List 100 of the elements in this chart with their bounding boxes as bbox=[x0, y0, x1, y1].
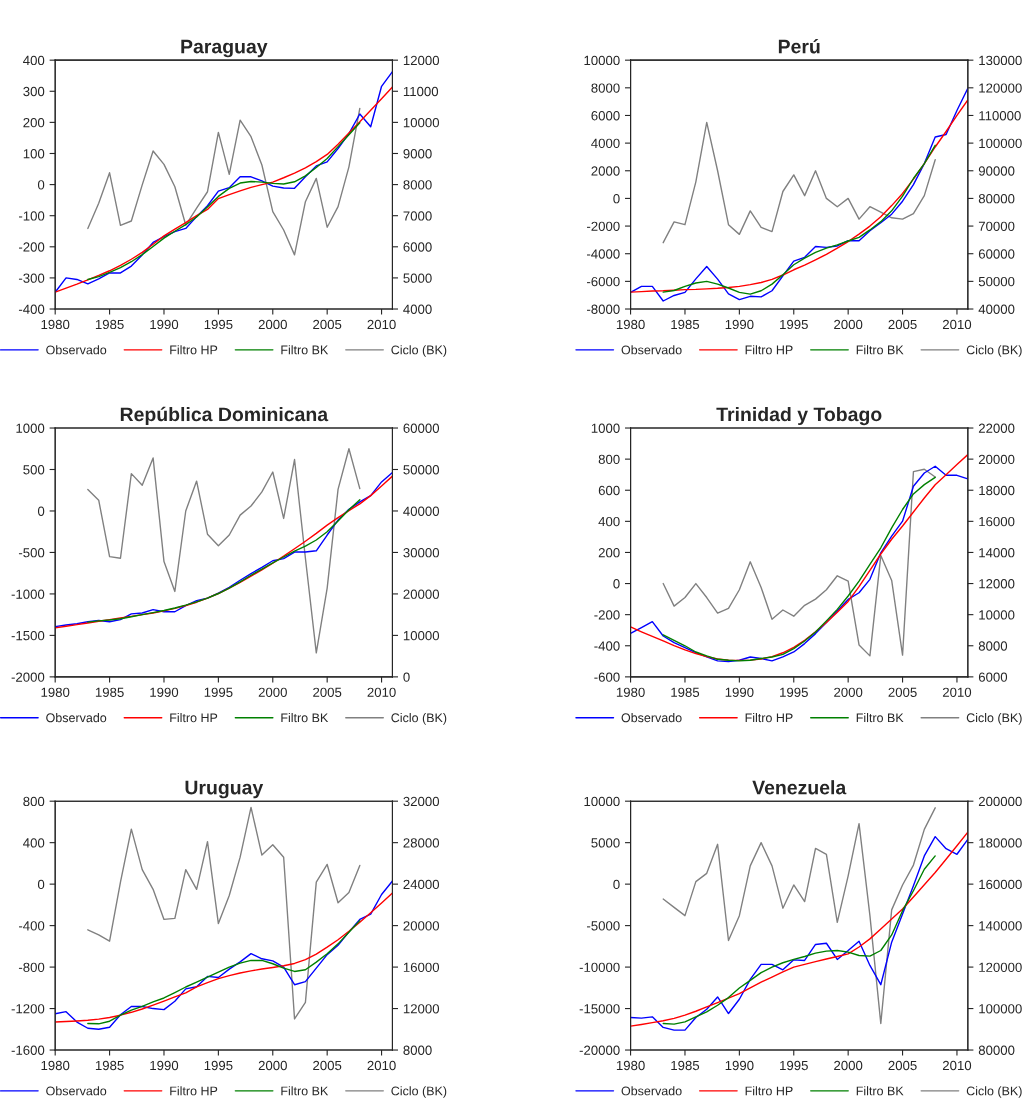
x-tick-label: 1985 bbox=[95, 319, 124, 330]
y-tick-label: 2000 bbox=[591, 166, 620, 176]
y-tick-label: 200 bbox=[23, 117, 45, 128]
legend-label: Ciclo (BK) bbox=[966, 345, 1022, 357]
x-tick-label: 2005 bbox=[888, 687, 917, 697]
x-tick-label: 1985 bbox=[671, 687, 700, 697]
y2-tick-label: 6000 bbox=[978, 672, 1008, 682]
x-tick-label: 2000 bbox=[258, 319, 287, 330]
y2-tick-label: 110000 bbox=[979, 111, 1021, 121]
x-tick-label: 2005 bbox=[888, 319, 917, 330]
chart-title: Uruguay bbox=[185, 780, 264, 799]
line-series bbox=[87, 121, 361, 281]
y-tick-label: 800 bbox=[598, 454, 620, 465]
legend-label: Filtro BK bbox=[856, 345, 904, 355]
x-tick-label: 1995 bbox=[780, 687, 808, 697]
x-tick-label: 1980 bbox=[41, 1060, 70, 1071]
x-tick-label: 1985 bbox=[95, 1060, 124, 1071]
y2-tick-label: 30000 bbox=[403, 548, 440, 558]
y-tick-label: -1000 bbox=[11, 589, 45, 599]
y-tick-label: 0 bbox=[613, 579, 620, 589]
legend-label: Observado bbox=[621, 713, 682, 723]
y-tick-label: -15000 bbox=[579, 1004, 620, 1014]
y-tick-label: 1000 bbox=[16, 423, 45, 433]
y-tick-label: 10000 bbox=[584, 55, 620, 66]
y-tick-label: 400 bbox=[23, 55, 45, 66]
y2-tick-label: 90000 bbox=[978, 166, 1015, 176]
y-tick-label: -20000 bbox=[579, 1045, 620, 1055]
legend-label: Observado bbox=[621, 1086, 682, 1096]
legend-label: Filtro HP bbox=[745, 1086, 793, 1096]
x-tick-label: 2000 bbox=[834, 687, 863, 697]
line-series bbox=[87, 919, 361, 1025]
y-tick-label: 300 bbox=[23, 86, 45, 97]
y-tick-label: -400 bbox=[594, 641, 620, 651]
y-tick-label: -200 bbox=[594, 610, 620, 620]
legend-label: Filtro BK bbox=[281, 345, 329, 355]
y2-tick-label: 12000 bbox=[403, 1004, 440, 1014]
y2-tick-label: 100000 bbox=[979, 1004, 1022, 1014]
y-tick-label: -1500 bbox=[11, 630, 45, 641]
legend-label: Filtro HP bbox=[745, 345, 793, 355]
chart-title: Paraguay bbox=[181, 39, 268, 58]
y-tick-label: 500 bbox=[23, 465, 45, 475]
x-tick-label: 2000 bbox=[834, 319, 863, 330]
line-series bbox=[662, 121, 936, 244]
y-tick-label: 0 bbox=[613, 879, 620, 890]
y2-tick-label: 32000 bbox=[403, 796, 440, 807]
chart-title: Trinidad y Tobago bbox=[716, 406, 882, 426]
y2-tick-label: 12000 bbox=[403, 55, 440, 66]
y-tick-label: 10000 bbox=[584, 796, 620, 807]
x-tick-label: 1985 bbox=[671, 319, 700, 330]
y2-tick-label: 6000 bbox=[403, 242, 432, 252]
x-tick-label: 1990 bbox=[150, 319, 179, 330]
x-tick-label: 1995 bbox=[204, 687, 233, 697]
y2-tick-label: 10000 bbox=[403, 117, 440, 128]
x-tick-label: 1985 bbox=[95, 687, 124, 697]
y-tick-label: 0 bbox=[37, 506, 45, 516]
y2-tick-label: 160000 bbox=[979, 879, 1022, 890]
chart-title: República Dominicana bbox=[120, 406, 329, 426]
y-tick-label: 1000 bbox=[591, 423, 620, 433]
y-tick-label: 6000 bbox=[591, 111, 620, 121]
x-tick-label: 2010 bbox=[942, 687, 972, 697]
y2-tick-label: 80000 bbox=[978, 193, 1015, 204]
y2-tick-label: 50000 bbox=[978, 276, 1015, 287]
y2-tick-label: 22000 bbox=[978, 423, 1015, 433]
y-tick-label: -4000 bbox=[587, 249, 620, 259]
y2-tick-label: 10000 bbox=[403, 630, 440, 641]
x-tick-label: 2000 bbox=[258, 1060, 287, 1071]
line-series bbox=[87, 448, 361, 654]
y2-tick-label: 14000 bbox=[979, 548, 1015, 558]
legend-label: Observado bbox=[46, 1086, 107, 1096]
x-tick-label: 1995 bbox=[780, 1060, 808, 1071]
y2-tick-label: 60000 bbox=[403, 423, 440, 433]
y-tick-label: -400 bbox=[18, 921, 45, 931]
x-tick-label: 2005 bbox=[313, 687, 342, 697]
y2-tick-label: 0 bbox=[403, 672, 410, 682]
y2-tick-label: 70000 bbox=[978, 221, 1015, 231]
x-tick-label: 1980 bbox=[616, 687, 645, 697]
legend-label: Ciclo (BK) bbox=[391, 345, 447, 357]
x-tick-label: 1990 bbox=[725, 687, 754, 697]
x-tick-label: 1990 bbox=[725, 1060, 754, 1071]
y2-tick-label: 4000 bbox=[403, 304, 432, 314]
y-tick-label: -8000 bbox=[587, 304, 620, 314]
legend-label: Observado bbox=[46, 345, 107, 355]
x-tick-label: 2005 bbox=[313, 1060, 342, 1071]
y2-tick-label: 100000 bbox=[979, 138, 1022, 149]
y-tick-label: -100 bbox=[18, 211, 45, 221]
y-tick-label: 0 bbox=[613, 193, 620, 204]
y2-tick-label: 80000 bbox=[978, 1045, 1015, 1055]
y-tick-label: -600 bbox=[594, 672, 620, 682]
x-tick-label: 2010 bbox=[942, 319, 972, 330]
x-tick-label: 2000 bbox=[834, 1060, 863, 1071]
x-tick-label: 1980 bbox=[616, 1060, 645, 1071]
line-series bbox=[87, 499, 361, 623]
y2-tick-label: 20000 bbox=[403, 921, 440, 931]
y2-tick-label: 140000 bbox=[979, 921, 1022, 931]
y-tick-label: 400 bbox=[598, 516, 620, 527]
y-tick-label: -6000 bbox=[587, 276, 620, 287]
y2-tick-label: 16000 bbox=[403, 962, 440, 972]
x-tick-label: 2005 bbox=[313, 319, 342, 330]
y2-tick-label: 12000 bbox=[979, 579, 1015, 589]
y-tick-label: -400 bbox=[18, 304, 45, 314]
